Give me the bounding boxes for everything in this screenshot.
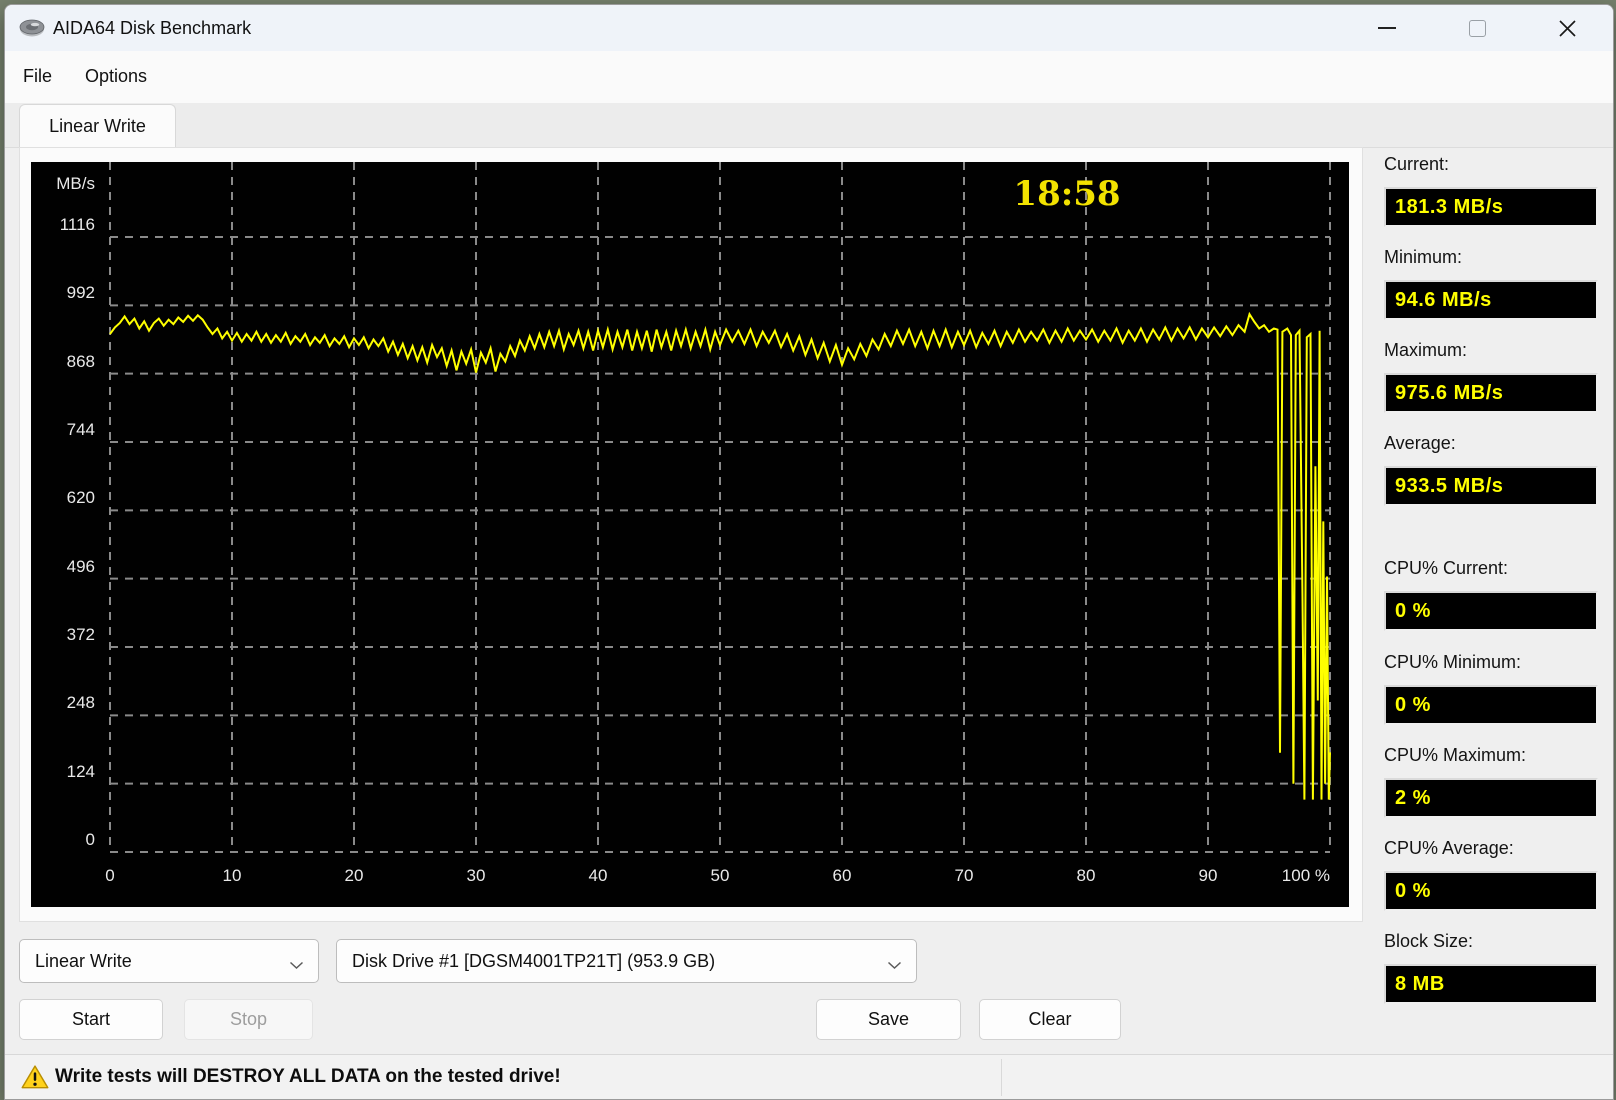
stat-value-box: 975.6 MB/s bbox=[1384, 373, 1598, 413]
stat-group: Average: 933.5 MB/s bbox=[1384, 430, 1598, 506]
start-button[interactable]: Start bbox=[19, 999, 163, 1040]
close-icon bbox=[1558, 19, 1576, 37]
y-axis-label: 124 bbox=[66, 761, 95, 781]
x-axis-label: 40 bbox=[588, 866, 608, 885]
stat-value: 94.6 MB/s bbox=[1395, 289, 1492, 311]
status-bar: Write tests will DESTROY ALL DATA on the… bbox=[5, 1054, 1613, 1099]
x-axis-label: 0 bbox=[105, 866, 115, 885]
y-axis-label: 868 bbox=[66, 351, 95, 371]
tab-linear-write[interactable]: Linear Write bbox=[19, 104, 176, 148]
stat-value: 975.6 MB/s bbox=[1395, 382, 1504, 404]
close-button[interactable] bbox=[1535, 5, 1599, 51]
minimize-button[interactable] bbox=[1355, 5, 1419, 51]
window-title: AIDA64 Disk Benchmark bbox=[53, 18, 252, 38]
stat-value: 0 % bbox=[1395, 694, 1431, 716]
x-axis-label: 50 bbox=[710, 866, 730, 885]
stat-value-box: 933.5 MB/s bbox=[1384, 466, 1598, 506]
y-axis-unit-label: MB/s bbox=[56, 174, 95, 193]
stat-value-box: 2 % bbox=[1384, 778, 1598, 818]
stat-label: CPU% Maximum: bbox=[1384, 745, 1527, 765]
tab-strip: Linear Write bbox=[5, 103, 1613, 148]
stat-group: Minimum: 94.6 MB/s bbox=[1384, 244, 1598, 320]
x-axis-label: 10 bbox=[222, 866, 242, 885]
stat-group: CPU% Minimum: 0 % bbox=[1384, 649, 1598, 725]
menu-file[interactable]: File bbox=[23, 66, 53, 86]
stat-label: Current: bbox=[1384, 154, 1450, 174]
test-type-value: Linear Write bbox=[35, 951, 132, 971]
x-axis-label: 90 bbox=[1198, 866, 1218, 885]
x-axis-label: 70 bbox=[954, 866, 974, 885]
stat-value: 8 MB bbox=[1395, 973, 1445, 995]
clear-button[interactable]: Clear bbox=[979, 999, 1121, 1040]
benchmark-line-series bbox=[109, 311, 1331, 800]
drive-select-value: Disk Drive #1 [DGSM4001TP21T] (953.9 GB) bbox=[352, 951, 716, 971]
elapsed-time-display: 18:58 bbox=[1013, 174, 1121, 214]
warning-icon bbox=[21, 1064, 49, 1095]
chart-panel: MB/s 18:58 1116 992 868 744 620 496 372 248 124 0… bbox=[19, 147, 1363, 922]
x-axis-label: 20 bbox=[344, 866, 364, 885]
stat-group: Current: 181.3 MB/s bbox=[1384, 151, 1598, 227]
y-axis-label: 496 bbox=[66, 556, 95, 576]
y-axis-label: 248 bbox=[66, 693, 95, 713]
stat-value-box: 8 MB bbox=[1384, 964, 1598, 1004]
stat-label: CPU% Average: bbox=[1384, 838, 1514, 858]
y-axis-label: 744 bbox=[66, 420, 95, 439]
status-warning-text: Write tests will DESTROY ALL DATA on the… bbox=[55, 1066, 561, 1087]
app-window: AIDA64 Disk Benchmark File Options Linea… bbox=[4, 4, 1614, 1100]
x-axis-label: 60 bbox=[832, 866, 852, 885]
y-axis-label: 0 bbox=[85, 830, 95, 849]
stat-group: CPU% Maximum: 2 % bbox=[1384, 742, 1598, 818]
status-bar-separator bbox=[1001, 1059, 1002, 1096]
y-axis-label: 1116 bbox=[59, 215, 95, 234]
stat-value: 2 % bbox=[1395, 787, 1431, 809]
stat-value-box: 94.6 MB/s bbox=[1384, 280, 1598, 320]
chevron-down-icon bbox=[887, 957, 902, 975]
stat-label: CPU% Minimum: bbox=[1384, 652, 1522, 672]
stat-group: CPU% Current: 0 % bbox=[1384, 555, 1598, 631]
menu-bar: File Options bbox=[5, 51, 1613, 104]
stat-value-box: 181.3 MB/s bbox=[1384, 187, 1598, 227]
title-bar: AIDA64 Disk Benchmark bbox=[5, 5, 1613, 52]
maximize-icon bbox=[1468, 19, 1486, 37]
stat-value-box: 0 % bbox=[1384, 591, 1598, 631]
chevron-down-icon bbox=[289, 957, 304, 975]
save-button[interactable]: Save bbox=[816, 999, 961, 1040]
stat-label: Block Size: bbox=[1384, 931, 1474, 951]
stat-label: CPU% Current: bbox=[1384, 558, 1509, 578]
y-axis-label: 620 bbox=[66, 488, 95, 508]
stat-value-box: 0 % bbox=[1384, 685, 1598, 725]
stat-value: 181.3 MB/s bbox=[1395, 196, 1504, 218]
maximize-button[interactable] bbox=[1445, 5, 1509, 51]
y-axis-label: 992 bbox=[66, 283, 95, 303]
stat-label: Maximum: bbox=[1384, 340, 1468, 360]
y-axis-label: 372 bbox=[66, 625, 95, 644]
x-axis-label: 80 bbox=[1076, 866, 1096, 885]
stat-group: Maximum: 975.6 MB/s bbox=[1384, 337, 1598, 413]
stat-value: 933.5 MB/s bbox=[1395, 475, 1504, 497]
chart-canvas bbox=[109, 162, 1331, 853]
app-disk-icon bbox=[19, 18, 46, 43]
stat-label: Minimum: bbox=[1384, 247, 1463, 267]
menu-options[interactable]: Options bbox=[85, 66, 148, 86]
test-type-select[interactable]: Linear Write bbox=[19, 939, 319, 983]
stop-button[interactable]: Stop bbox=[184, 999, 313, 1040]
stat-value: 0 % bbox=[1395, 880, 1431, 902]
drive-select[interactable]: Disk Drive #1 [DGSM4001TP21T] (953.9 GB) bbox=[336, 939, 917, 983]
stat-value: 0 % bbox=[1395, 600, 1431, 622]
status-bar-right-pane bbox=[1002, 1055, 1613, 1099]
stat-group: CPU% Average: 0 % bbox=[1384, 835, 1598, 911]
stat-value-box: 0 % bbox=[1384, 871, 1598, 911]
stats-sidebar: Current: 181.3 MB/s Minimum: 94.6 MB/s M… bbox=[1384, 5, 1598, 1025]
x-axis-label: 30 bbox=[466, 866, 486, 885]
minimize-icon bbox=[1378, 27, 1396, 29]
x-axis-label: 100 % bbox=[1281, 866, 1330, 885]
chart-plot-area: MB/s 18:58 1116 992 868 744 620 496 372 248 124 0… bbox=[31, 162, 1349, 907]
stat-label: Average: bbox=[1384, 433, 1456, 453]
stat-group: Block Size: 8 MB bbox=[1384, 928, 1598, 1004]
